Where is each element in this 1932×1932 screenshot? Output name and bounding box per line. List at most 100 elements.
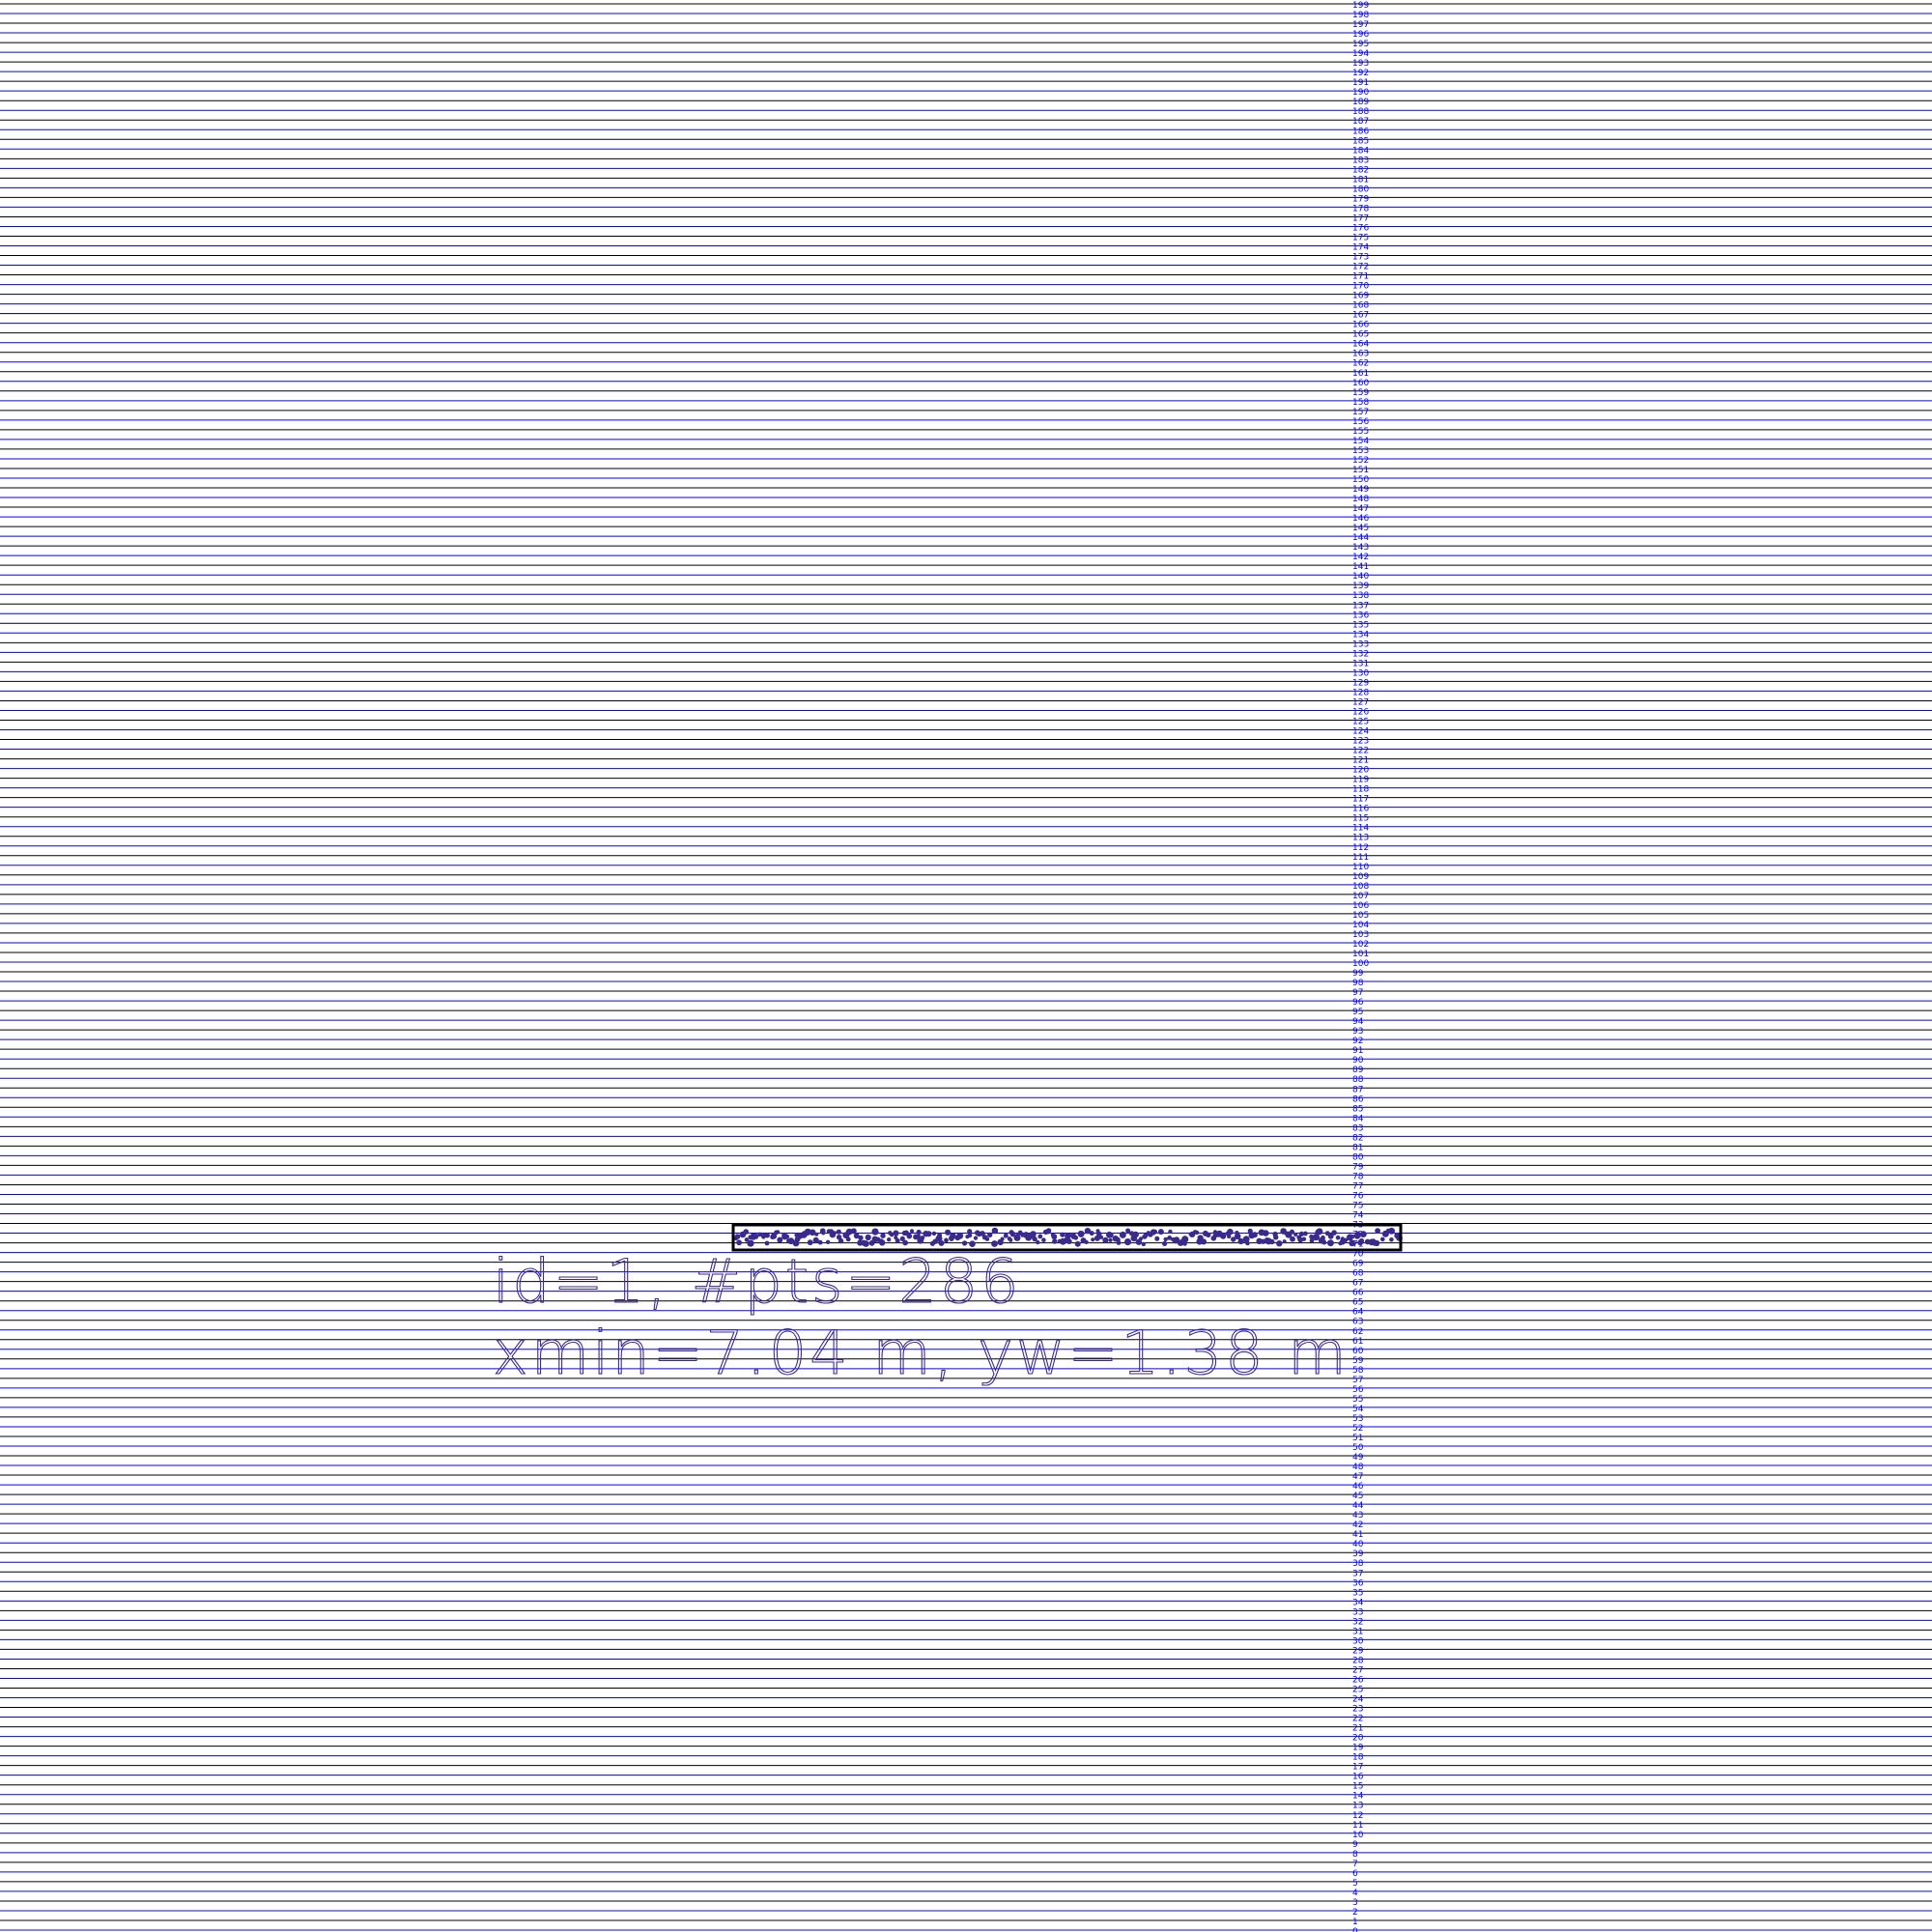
- row-label: 61: [1352, 1337, 1363, 1347]
- row-label: 32: [1352, 1617, 1363, 1627]
- scan-point: [991, 1227, 999, 1235]
- segment-size-text: xmin=7.04 m, yw=1.38 m: [493, 1318, 1350, 1388]
- scan-point: [776, 1230, 781, 1235]
- row-label: 44: [1352, 1501, 1364, 1511]
- scan-point: [1115, 1236, 1121, 1242]
- scan-point: [1094, 1235, 1100, 1241]
- row-label: 2: [1352, 1908, 1358, 1918]
- scan-point: [944, 1237, 949, 1243]
- scan-point: [1119, 1231, 1126, 1238]
- row-label: 175: [1352, 233, 1369, 242]
- scan-point: [1200, 1238, 1208, 1245]
- row-label: 107: [1352, 892, 1369, 901]
- scan-point: [1227, 1234, 1232, 1239]
- scan-point: [777, 1236, 783, 1243]
- row-label: 69: [1352, 1260, 1364, 1269]
- row-label: 62: [1352, 1327, 1363, 1337]
- scan-point: [1263, 1230, 1269, 1236]
- row-label: 193: [1352, 59, 1369, 69]
- scan-point: [1096, 1231, 1102, 1237]
- row-label: 137: [1352, 601, 1369, 611]
- row-label: 194: [1352, 49, 1369, 59]
- row-label: 197: [1352, 20, 1369, 30]
- scan-point: [1321, 1239, 1327, 1245]
- scan-point: [1157, 1229, 1164, 1236]
- scan-point: [890, 1233, 895, 1237]
- row-label: 131: [1352, 659, 1369, 668]
- scan-point: [1389, 1237, 1394, 1242]
- row-label: 187: [1352, 117, 1369, 127]
- row-label: 160: [1352, 379, 1369, 388]
- row-label: 190: [1352, 88, 1369, 98]
- row-label: 97: [1352, 988, 1363, 998]
- row-label: 5: [1352, 1879, 1358, 1889]
- scan-point: [1358, 1237, 1365, 1244]
- row-label: 92: [1352, 1037, 1363, 1046]
- scan-point: [1382, 1231, 1387, 1236]
- row-label: 39: [1352, 1549, 1364, 1559]
- row-label: 178: [1352, 204, 1369, 213]
- scan-point: [1037, 1234, 1043, 1239]
- row-label: 143: [1352, 543, 1369, 553]
- scan-point: [1273, 1235, 1279, 1240]
- row-label: 124: [1352, 727, 1369, 737]
- scan-point: [1276, 1240, 1283, 1247]
- scan-point: [1009, 1237, 1013, 1242]
- scan-point: [734, 1234, 741, 1239]
- row-label: 34: [1352, 1598, 1364, 1607]
- scan-point: [1073, 1235, 1079, 1240]
- row-label: 24: [1352, 1695, 1364, 1705]
- scan-point: [1327, 1233, 1334, 1239]
- row-label: 149: [1352, 485, 1369, 495]
- row-label: 189: [1352, 98, 1369, 107]
- row-label: 151: [1352, 466, 1369, 475]
- scan-point: [787, 1237, 795, 1245]
- scan-point: [845, 1236, 851, 1242]
- scan-point: [1298, 1231, 1304, 1236]
- row-label: 129: [1352, 678, 1369, 688]
- scan-point: [945, 1229, 952, 1236]
- scan-point: [1340, 1236, 1346, 1241]
- row-label: 106: [1352, 901, 1369, 911]
- scan-point: [909, 1229, 915, 1234]
- row-label: 82: [1352, 1133, 1363, 1143]
- row-label: 133: [1352, 639, 1369, 649]
- scan-point: [1060, 1232, 1065, 1237]
- row-label: 29: [1352, 1646, 1364, 1656]
- scan-point: [1174, 1236, 1179, 1243]
- scan-point: [1301, 1236, 1307, 1241]
- scan-point: [969, 1240, 976, 1247]
- row-label: 192: [1352, 69, 1369, 78]
- scan-point: [1162, 1240, 1168, 1246]
- row-label: 70: [1352, 1250, 1364, 1260]
- row-label: 91: [1352, 1046, 1363, 1056]
- row-lines: [0, 3, 1932, 1931]
- scan-point: [1388, 1227, 1395, 1235]
- row-label: 49: [1352, 1453, 1364, 1463]
- row-label: 31: [1352, 1627, 1363, 1636]
- row-label: 63: [1352, 1318, 1363, 1327]
- scan-point: [1331, 1230, 1337, 1236]
- scan-point: [736, 1239, 742, 1246]
- row-label: 89: [1352, 1065, 1364, 1075]
- row-label: 79: [1352, 1162, 1364, 1172]
- scan-point: [895, 1237, 900, 1243]
- row-label: 168: [1352, 301, 1369, 311]
- scan-point: [1032, 1236, 1037, 1242]
- scan-point: [807, 1239, 813, 1246]
- scan-point: [1084, 1239, 1089, 1245]
- row-label: 75: [1352, 1201, 1363, 1210]
- row-label: 25: [1352, 1686, 1363, 1695]
- row-label: 156: [1352, 417, 1369, 427]
- scan-point: [937, 1233, 943, 1238]
- row-label: 184: [1352, 146, 1369, 156]
- row-label: 158: [1352, 398, 1369, 408]
- row-label: 21: [1352, 1724, 1363, 1734]
- row-label: 19: [1352, 1744, 1364, 1753]
- row-labels: 1991981971961951941931921911901891881871…: [1352, 1, 1369, 1932]
- scan-point: [1045, 1228, 1052, 1234]
- scan-point: [1245, 1240, 1250, 1246]
- scan-point: [1030, 1231, 1037, 1237]
- row-label: 118: [1352, 785, 1369, 795]
- row-label: 17: [1352, 1763, 1363, 1773]
